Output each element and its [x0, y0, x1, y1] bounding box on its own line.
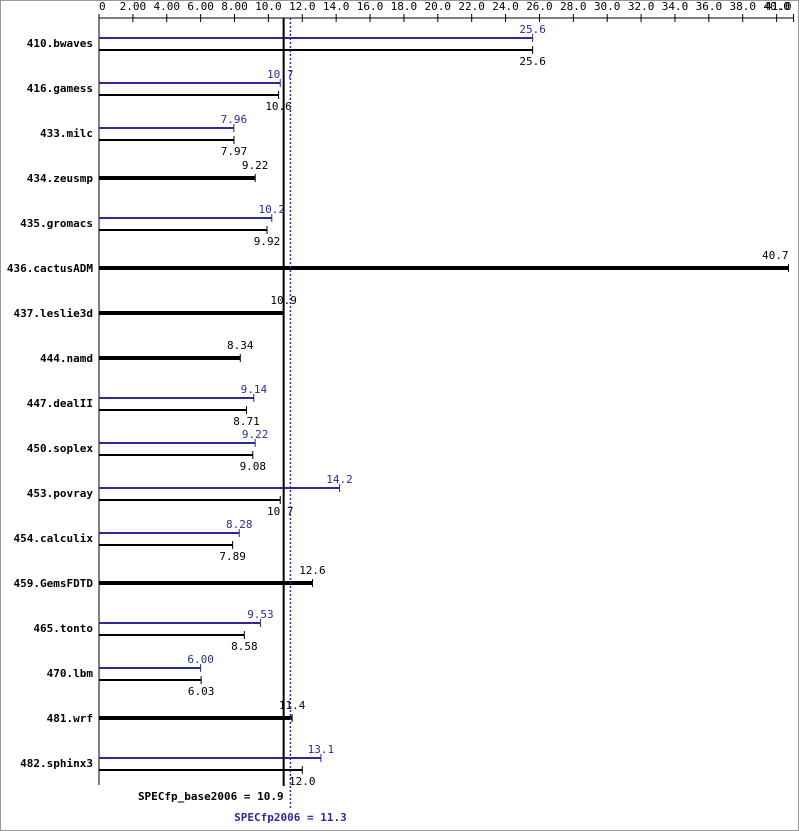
category-label: 447.dealII — [27, 397, 93, 410]
value-label: 25.6 — [519, 55, 546, 68]
x-tick-label: 2.00 — [120, 0, 147, 13]
x-tick-label: 16.0 — [357, 0, 384, 13]
value-label: 7.89 — [219, 550, 246, 563]
x-tick-label: 38.0 — [729, 0, 756, 13]
value-label: 8.28 — [226, 518, 253, 531]
value-label: 8.58 — [231, 640, 258, 653]
value-label: 14.2 — [326, 473, 353, 486]
category-label: 459.GemsFDTD — [14, 577, 94, 590]
value-label: 25.6 — [519, 23, 546, 36]
category-label: 482.sphinx3 — [20, 757, 93, 770]
category-label: 470.lbm — [47, 667, 94, 680]
x-tick-label: 26.0 — [526, 0, 553, 13]
x-tick-label: 14.0 — [323, 0, 350, 13]
x-tick-label: 41.0 — [765, 0, 792, 13]
value-label: 10.6 — [265, 100, 292, 113]
value-label: 11.4 — [279, 699, 306, 712]
value-label: 12.0 — [289, 775, 316, 788]
category-label: 481.wrf — [47, 712, 93, 725]
x-tick-label: 28.0 — [560, 0, 587, 13]
category-label: 450.soplex — [27, 442, 94, 455]
x-tick-label: 32.0 — [628, 0, 655, 13]
value-label: 10.7 — [267, 68, 294, 81]
value-label: 13.1 — [308, 743, 335, 756]
value-label: 9.14 — [241, 383, 268, 396]
category-label: 465.tonto — [33, 622, 93, 635]
category-label: 436.cactusADM — [7, 262, 93, 275]
x-tick-label: 18.0 — [391, 0, 418, 13]
value-label: 40.7 — [762, 249, 789, 262]
value-label: 9.08 — [240, 460, 267, 473]
value-label: 6.03 — [188, 685, 215, 698]
category-label: 433.milc — [40, 127, 93, 140]
value-label: 9.92 — [254, 235, 281, 248]
category-label: 416.gamess — [27, 82, 93, 95]
value-label: 8.34 — [227, 339, 254, 352]
category-label: 453.povray — [27, 487, 94, 500]
value-label: 10.7 — [267, 505, 294, 518]
x-tick-label: 0 — [99, 0, 106, 13]
category-label: 434.zeusmp — [27, 172, 94, 185]
value-label: 9.53 — [247, 608, 274, 621]
value-label: 9.22 — [242, 428, 269, 441]
x-tick-label: 34.0 — [662, 0, 689, 13]
x-tick-label: 36.0 — [696, 0, 723, 13]
category-label: 454.calculix — [14, 532, 94, 545]
x-tick-label: 4.00 — [154, 0, 181, 13]
x-tick-label: 40.0 — [763, 0, 790, 13]
x-tick-label: 24.0 — [492, 0, 519, 13]
x-tick-label: 12.0 — [289, 0, 316, 13]
value-label: 9.22 — [242, 159, 269, 172]
value-label: 7.97 — [221, 145, 248, 158]
category-label: 410.bwaves — [27, 37, 93, 50]
x-tick-label: 22.0 — [458, 0, 485, 13]
value-label: 7.96 — [221, 113, 248, 126]
value-label: 8.71 — [233, 415, 260, 428]
reference-label: SPECfp_base2006 = 10.9 — [138, 790, 284, 803]
category-label: 444.namd — [40, 352, 93, 365]
x-tick-label: 6.00 — [187, 0, 214, 13]
x-tick-label: 30.0 — [594, 0, 621, 13]
x-tick-label: 20.0 — [425, 0, 452, 13]
x-tick-label: 8.00 — [221, 0, 248, 13]
value-label: 6.00 — [187, 653, 214, 666]
x-tick-label: 10.0 — [255, 0, 282, 13]
reference-label: SPECfp2006 = 11.3 — [234, 811, 347, 824]
category-label: 435.gromacs — [20, 217, 93, 230]
value-label: 10.2 — [259, 203, 286, 216]
value-label: 12.6 — [299, 564, 326, 577]
category-label: 437.leslie3d — [14, 307, 93, 320]
